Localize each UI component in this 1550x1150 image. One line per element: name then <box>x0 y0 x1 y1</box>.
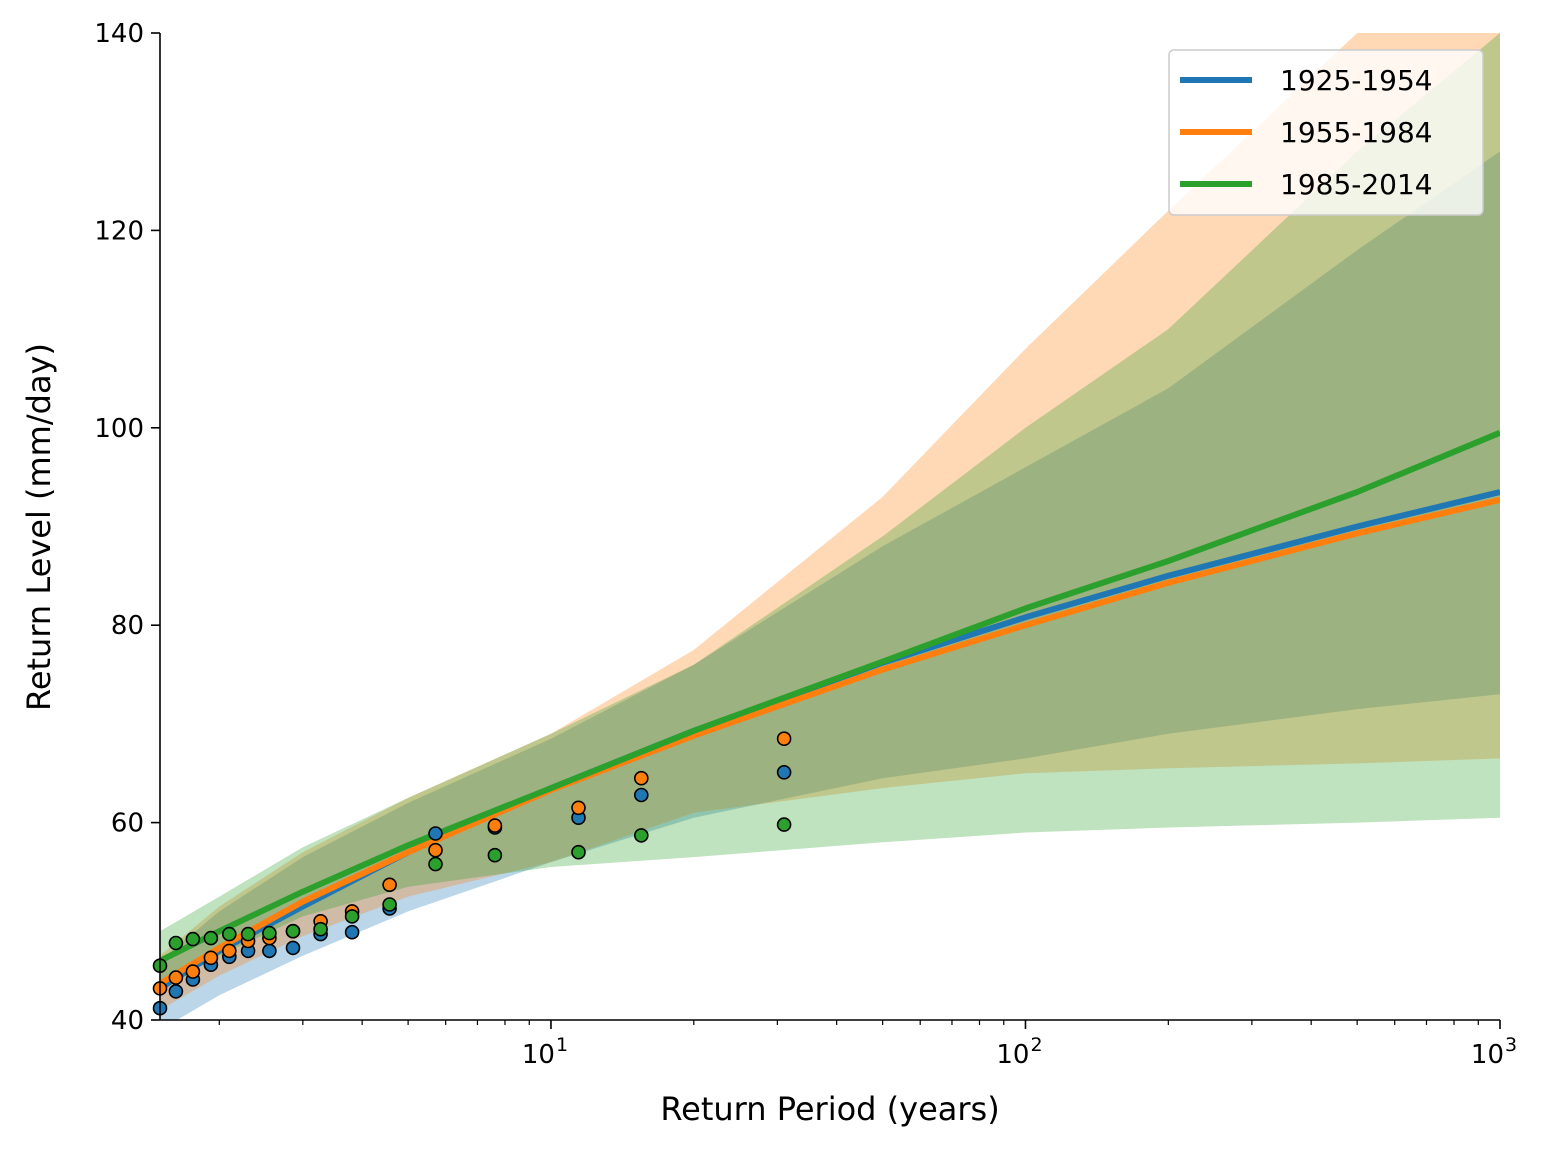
data-point <box>382 897 397 912</box>
data-point <box>428 842 443 858</box>
legend-box <box>1168 49 1484 216</box>
fit-line-1985-2014 <box>160 429 1500 964</box>
legend-label: 1925-1954 <box>1280 64 1433 97</box>
y-ticks: 40 60 80 100 120 140 <box>94 19 160 1036</box>
x-tick-label: 103 <box>1471 1034 1517 1070</box>
data-point <box>776 764 792 780</box>
y-tick-label: 120 <box>94 216 144 246</box>
data-point <box>185 964 201 979</box>
confidence-bands <box>160 33 1500 1020</box>
legend-label: 1955-1984 <box>1280 116 1433 149</box>
data-point <box>168 935 184 951</box>
data-point <box>776 817 792 832</box>
confidence-band-1985-2014 <box>160 33 1500 986</box>
legend-label: 1985-2014 <box>1280 168 1433 201</box>
data-point <box>185 931 201 947</box>
data-point <box>487 847 503 863</box>
data-point <box>344 924 360 940</box>
data-point <box>428 856 443 872</box>
data-point <box>428 826 443 841</box>
data-point <box>168 984 184 999</box>
confidence-band-1955-1984 <box>160 33 1500 1011</box>
observed-points <box>152 731 792 1016</box>
y-tick-label: 100 <box>94 414 144 444</box>
y-tick-label: 140 <box>94 19 144 49</box>
legend: 1925-1954 1955-1984 1985-2014 <box>1168 49 1484 216</box>
y-tick-label: 40 <box>111 1006 144 1036</box>
data-point <box>240 926 256 942</box>
data-point <box>203 930 219 946</box>
x-tick-label: 101 <box>522 1034 568 1070</box>
fit-line-1955-1984 <box>160 496 1500 987</box>
data-point <box>487 818 503 833</box>
data-point <box>571 800 586 816</box>
data-point <box>382 877 397 893</box>
data-point <box>222 926 237 942</box>
y-tick-label: 80 <box>111 611 144 641</box>
y-axis-label: Return Level (mm/day) <box>20 343 58 711</box>
x-axis-label: Return Period (years) <box>660 1090 999 1128</box>
x-tick-label: 102 <box>996 1034 1042 1070</box>
x-ticks: 101 102 103 <box>218 1020 1517 1070</box>
fit-lines <box>160 429 1500 991</box>
confidence-band-1925-1954 <box>160 151 1500 1020</box>
data-point <box>203 950 219 966</box>
data-point <box>776 731 792 747</box>
axes <box>159 33 1500 1021</box>
data-point <box>344 909 360 924</box>
data-point <box>285 923 301 939</box>
data-point <box>633 770 649 786</box>
data-point <box>633 787 649 803</box>
data-point <box>633 828 649 843</box>
data-point <box>262 943 277 959</box>
data-point <box>168 970 184 985</box>
y-tick-label: 60 <box>111 809 144 839</box>
data-point <box>571 844 586 860</box>
data-point <box>222 943 237 959</box>
data-point <box>285 940 301 956</box>
data-point <box>313 921 328 937</box>
data-point <box>262 925 277 941</box>
